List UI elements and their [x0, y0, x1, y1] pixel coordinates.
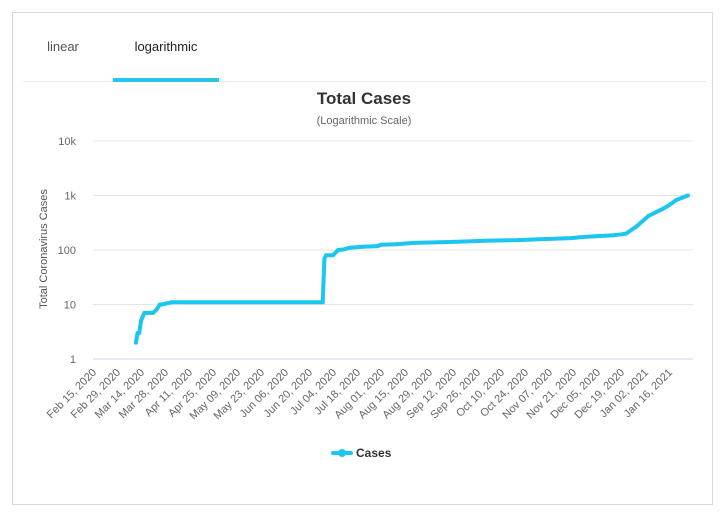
active-tab-indicator	[113, 78, 219, 82]
data-point[interactable]	[139, 318, 143, 323]
data-point[interactable]	[320, 300, 325, 305]
data-point[interactable]	[411, 240, 416, 245]
data-point[interactable]	[379, 242, 383, 247]
data-point[interactable]	[360, 244, 365, 249]
data-point[interactable]	[667, 203, 671, 208]
data-point[interactable]	[646, 214, 651, 218]
data-point[interactable]	[394, 242, 399, 247]
tab-logarithmic[interactable]: logarithmic	[113, 39, 219, 82]
data-point[interactable]	[331, 253, 335, 258]
legend[interactable]: Cases	[331, 446, 392, 460]
data-point[interactable]	[142, 310, 147, 315]
data-point[interactable]	[634, 224, 639, 229]
y-tick-labels: 1 10 100 1k 10k	[58, 136, 77, 366]
data-point[interactable]	[620, 232, 625, 237]
tab-logarithmic-label: logarithmic	[134, 39, 198, 54]
data-point[interactable]	[685, 193, 690, 198]
series-line-cases[interactable]	[133, 193, 690, 345]
data-point[interactable]	[569, 236, 574, 241]
chart-card: linear logarithmic	[12, 12, 713, 505]
legend-swatch-marker	[338, 449, 346, 457]
data-point[interactable]	[447, 240, 452, 244]
data-point[interactable]	[595, 234, 599, 239]
data-point[interactable]	[145, 310, 150, 315]
y-tick-label: 100	[58, 245, 76, 257]
y-tick-label: 10k	[58, 136, 76, 148]
data-point[interactable]	[673, 198, 678, 203]
data-point[interactable]	[603, 233, 608, 238]
data-point[interactable]	[324, 253, 329, 258]
series-group	[133, 193, 690, 345]
data-point[interactable]	[612, 233, 617, 238]
tab-linear[interactable]: linear	[37, 39, 89, 79]
chart-title: Total Cases	[317, 89, 411, 108]
data-point[interactable]	[660, 207, 665, 212]
data-point[interactable]	[133, 340, 138, 345]
legend-label-cases: Cases	[356, 446, 392, 460]
data-point[interactable]	[536, 237, 541, 242]
tab-linear-label: linear	[47, 39, 79, 54]
data-point[interactable]	[341, 247, 346, 252]
chart-subtitle: (Logarithmic Scale)	[317, 115, 412, 127]
grid-lines	[93, 140, 693, 360]
data-point[interactable]	[137, 331, 142, 335]
data-point[interactable]	[322, 256, 327, 261]
data-point[interactable]	[348, 245, 353, 250]
data-point[interactable]	[624, 231, 629, 236]
y-axis-label: Total Coronavirus Cases	[38, 189, 50, 309]
data-point[interactable]	[483, 238, 488, 243]
scale-tabs: linear logarithmic	[23, 31, 707, 82]
data-point[interactable]	[336, 248, 341, 252]
data-point[interactable]	[151, 310, 155, 315]
y-tick-label: 1k	[64, 191, 76, 203]
data-point[interactable]	[169, 300, 174, 305]
data-point[interactable]	[375, 244, 380, 249]
data-point[interactable]	[516, 238, 521, 243]
y-tick-label: 1	[70, 354, 76, 366]
data-point[interactable]	[140, 314, 145, 319]
data-point[interactable]	[159, 302, 164, 307]
data-point[interactable]	[154, 307, 159, 312]
y-tick-label: 10	[64, 300, 76, 312]
data-point[interactable]	[577, 235, 582, 240]
data-point[interactable]	[680, 195, 685, 200]
